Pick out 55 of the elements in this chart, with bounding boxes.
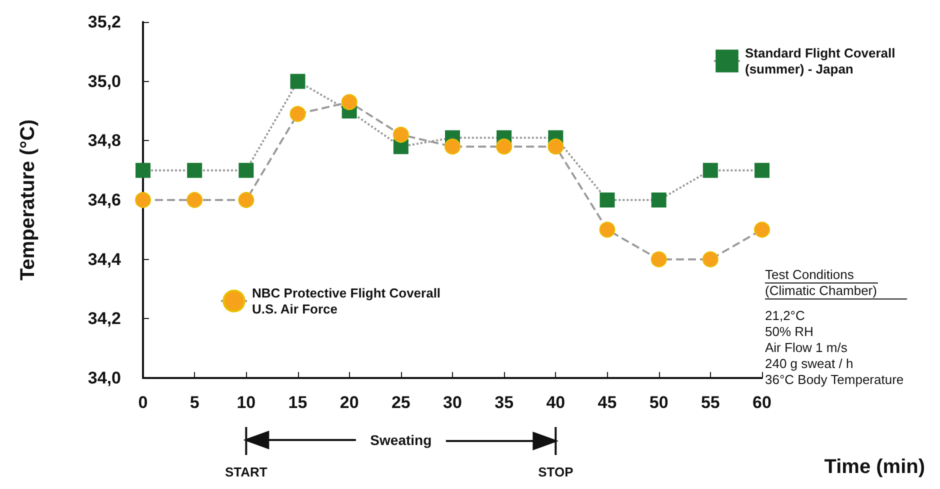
x-tick-label: 30: [443, 393, 462, 412]
point: [392, 126, 409, 143]
text: 21,2°C: [765, 308, 805, 323]
y-tick-label: 34,6: [88, 190, 121, 210]
point: [600, 192, 615, 208]
y-tick-label: 34,4: [88, 250, 122, 269]
point: [238, 162, 254, 178]
text: 240 g sweat / h: [765, 356, 854, 371]
x-tick-label: 40: [546, 393, 566, 412]
point: [187, 162, 202, 178]
y-tick-label: 34,0: [88, 368, 121, 388]
text: Sweating: [370, 432, 432, 448]
point: [599, 222, 616, 238]
text: Test Conditions: [765, 267, 854, 282]
x-tick-label: 10: [236, 393, 256, 412]
annotation: START: [224, 464, 268, 480]
point: [548, 138, 564, 155]
point: [136, 162, 150, 178]
point: [186, 192, 203, 208]
text: 50% RH: [765, 324, 814, 339]
x-tick-label: 35: [494, 393, 514, 412]
text: (Climatic Chamber): [765, 283, 877, 298]
point: [754, 222, 770, 238]
point: [651, 192, 666, 208]
x-tick-label: 5: [190, 393, 200, 412]
point: [444, 138, 460, 155]
x-tick-label: 50: [649, 393, 668, 412]
x-tick-label: 0: [138, 393, 148, 412]
x-tick-label: 20: [340, 393, 359, 412]
point: [702, 251, 718, 268]
x-tick-label: 60: [752, 393, 772, 412]
y-tick-label: 34,2: [88, 309, 121, 328]
x-tick-label: 55: [700, 393, 720, 412]
point: [238, 192, 254, 208]
text: Air Flow 1 m/s: [765, 340, 848, 355]
y-tick-label: 35,0: [88, 72, 121, 91]
legend-label: Standard Flight Coverall (summer) - Japan: [745, 46, 899, 76]
y-axis-title: Temperature (°C): [17, 120, 39, 280]
y-tick-label: 35,2: [88, 12, 121, 32]
x-tick-label: 45: [598, 393, 617, 412]
x-axis-title: Time (min): [824, 456, 926, 478]
annotation: STOP: [538, 464, 574, 480]
point: [135, 192, 151, 208]
point: [650, 251, 667, 268]
x-tick-label: 25: [391, 393, 410, 412]
point: [290, 106, 306, 122]
point: [754, 162, 770, 178]
text: 36°C Body Temperature: [765, 372, 904, 387]
point: [496, 138, 512, 155]
point: [290, 74, 306, 89]
x-tick-label: 15: [288, 393, 308, 412]
y-tick-label: 34,8: [88, 131, 121, 150]
point: [341, 94, 358, 110]
point: [702, 162, 718, 178]
legend-label: NBC Protective Flight Coverall U.S. Air Force: [252, 286, 444, 316]
